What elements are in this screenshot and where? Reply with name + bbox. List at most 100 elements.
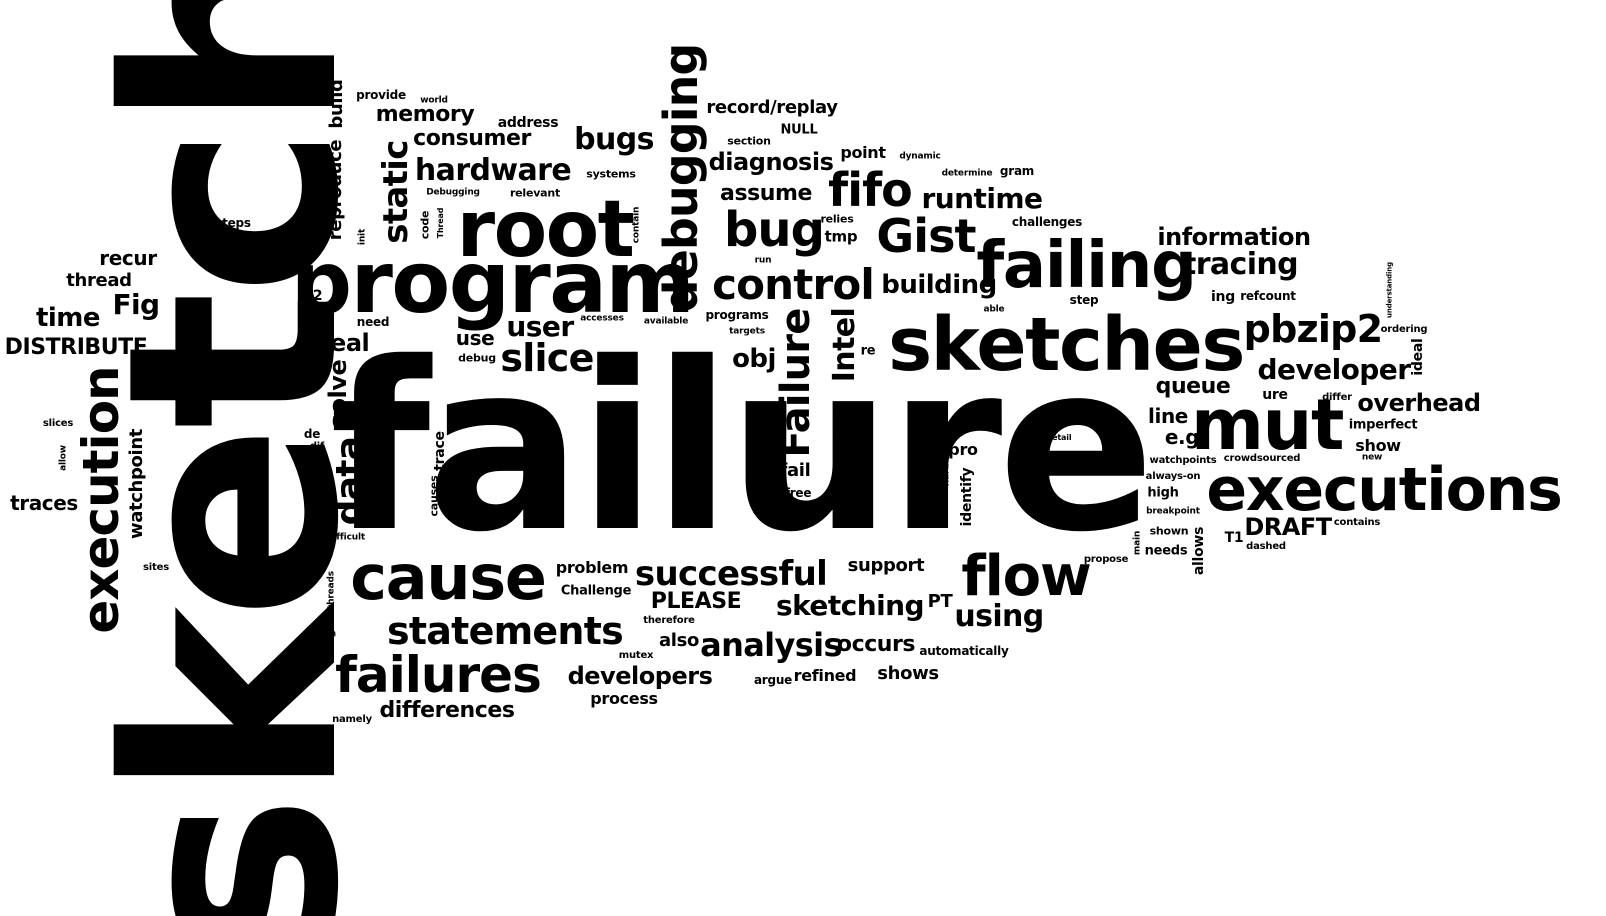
word-ure: ure [1262,387,1288,403]
word-tracing: tracing [1181,247,1299,282]
word-allow: allow [58,445,69,471]
word-debug: debug [458,351,496,365]
word-free: free [784,486,812,500]
word-accesses: accesses [580,313,624,324]
word-mut: mut [1190,384,1344,466]
word-Fig: Fig [112,288,160,321]
word-failure: failure [329,313,1156,583]
word-de: de [303,427,321,441]
word-ordering: ordering [1380,324,1428,335]
word-slices: slices [42,418,74,429]
word-programs: programs [705,308,769,322]
word-recur: recur [99,246,157,270]
word-difficult: difficult [327,532,365,543]
word-Challenge: Challenge [560,583,632,599]
word-also: also [659,630,699,651]
word-step: step [1069,293,1099,307]
word-build: build [326,79,347,129]
word-single: single [323,619,337,655]
word-namely: namely [332,714,372,725]
word-show: show [1355,436,1401,455]
word-reproduce: reproduce [325,139,346,241]
word-occurs: occurs [836,632,916,657]
word-hard: hard [941,463,952,487]
word-line: line [1148,404,1188,428]
word-thread: thread [66,270,132,291]
word-high: high [1147,485,1179,501]
word-successful: successful [634,554,828,594]
word-flow: flow [961,544,1091,609]
word-point: point [840,143,886,162]
word-main: main [1132,530,1143,556]
word-developers: developers [567,662,713,690]
word-memory: memory [375,102,475,127]
word-runtime: runtime [921,182,1043,215]
word-control: control [712,260,875,309]
word-building: building [881,270,997,300]
word-understanding: understanding [1385,262,1394,318]
word-crowdsourced: crowdsourced [1223,453,1301,464]
word-mutex: mutex [618,650,654,661]
word-argue: argue [753,673,793,687]
word-assume: assume [720,181,812,206]
word-one: one [147,360,158,380]
word-using: using [954,599,1044,634]
word-Gist: Gist [876,209,976,263]
word-may: may [202,344,262,374]
word-detail: detail [1046,433,1072,442]
word-T1: T1 [1224,530,1244,546]
word-imperfect: imperfect [1348,417,1418,433]
word-consumer: consumer [413,126,531,151]
word-pro: pro [948,440,978,459]
word-statements: statements [387,609,624,653]
word-slice: slice [500,336,594,380]
word-problem: problem [555,558,629,577]
word-determine: determine [941,168,993,179]
word-ideal: ideal [1410,338,1426,376]
word-Failure-rotated: Failure [773,308,819,458]
word-user: user [506,310,574,343]
word-analysis: analysis [700,626,842,664]
word-diagnosis: diagnosis [708,148,834,176]
word-shown: shown [1149,524,1189,538]
word-relies: relies [820,212,854,226]
word-information: information [1157,223,1311,251]
word-run: run [754,255,772,266]
word-cause: cause [350,541,547,614]
word-allows: allows [1191,526,1207,576]
word-developer: developer [1257,353,1411,386]
word-use: use [455,326,495,350]
word-DISTRIBUTE: DISTRIBUTE [4,335,148,360]
word-data: data [329,436,370,526]
word-differences: differences [379,698,515,723]
word-need: need [356,315,390,329]
word-PLEASE: PLEASE [650,589,742,614]
word-refined: refined [793,666,857,685]
word-relevant: relevant [509,186,561,200]
word-program: program [290,233,695,333]
word-always-on: always-on [1145,471,1201,482]
word-traces: traces [10,491,78,515]
word-dynamic: dynamic [899,151,941,162]
word-re: re [860,343,876,359]
word-section: section [727,134,771,148]
word-identify: identify [959,467,975,527]
word-failures: failures [335,646,542,704]
word-trace: trace [432,431,448,471]
word-watchpoint: watchpoint [126,428,147,540]
word-executions: executions [1206,455,1562,525]
word-bugs: bugs [574,122,654,157]
word-runs: runs [292,654,328,670]
word-NULL: NULL [780,122,818,138]
word-hardware: hardware [414,153,572,188]
word-fifo: fifo [828,163,913,217]
word-DRAFT: DRAFT [1244,513,1332,541]
word-execution: execution [72,366,130,634]
word-queue: queue [1155,374,1231,399]
word-breakpoint: breakpoint [1146,506,1200,517]
word-e-g: e.g [1164,425,1200,449]
word-propose: propose [1083,554,1129,565]
word-sketches: sketches [888,302,1245,388]
word-able: able [983,304,1005,315]
